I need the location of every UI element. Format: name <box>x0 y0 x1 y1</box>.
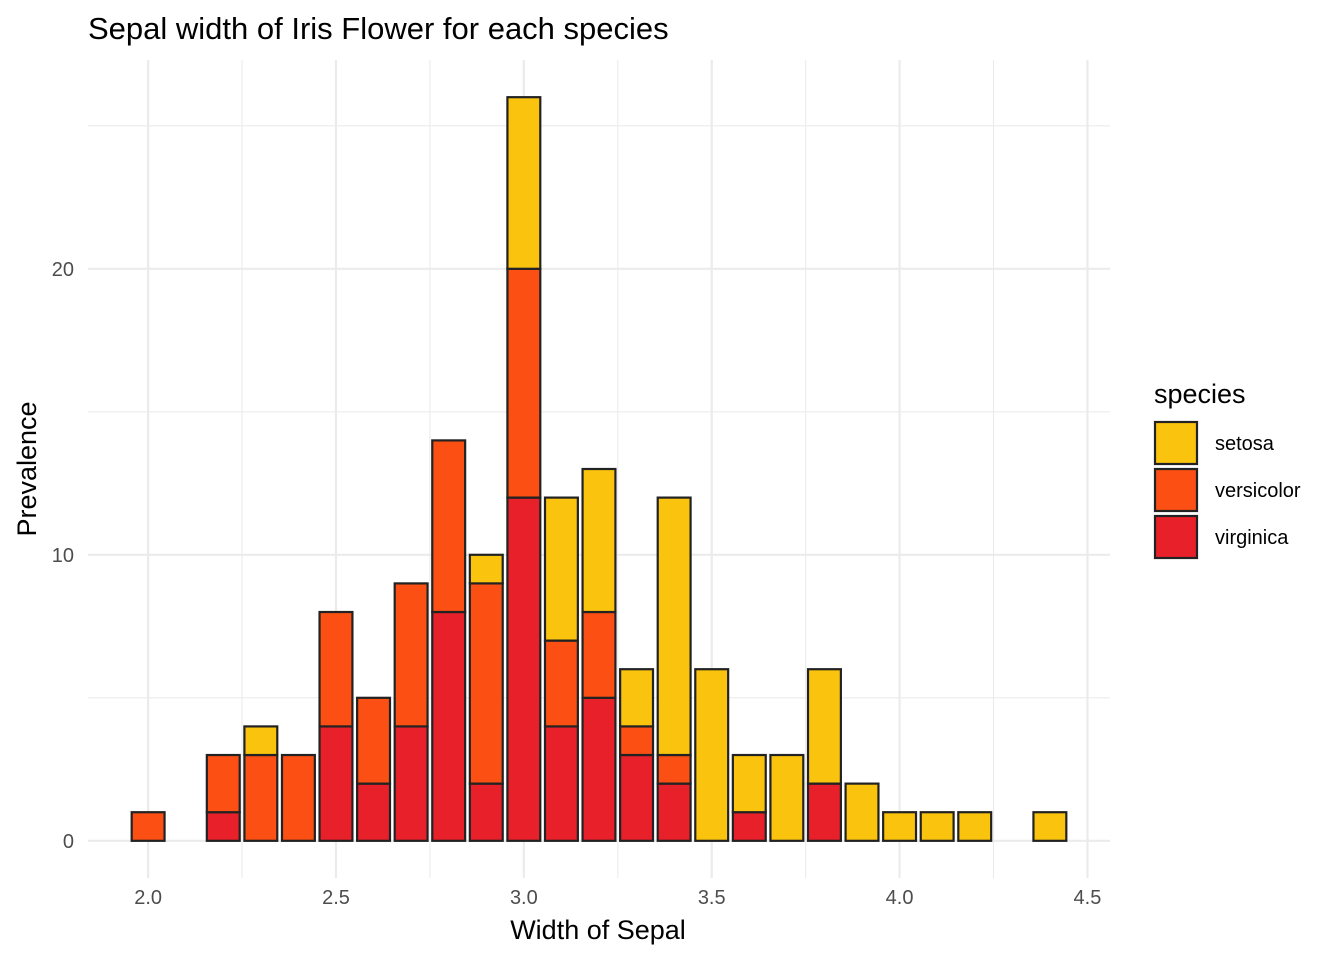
bar-versicolor <box>506 267 542 499</box>
y-tick-label: 20 <box>52 259 74 281</box>
bar-setosa <box>882 811 918 842</box>
legend-key-versicolor <box>1153 467 1199 513</box>
bar-versicolor <box>393 582 429 728</box>
bar-setosa <box>806 668 842 785</box>
legend-label-setosa: setosa <box>1215 433 1275 455</box>
bar-virginica <box>619 753 655 842</box>
bar-versicolor <box>130 811 166 842</box>
bar-setosa <box>581 467 617 614</box>
legend-title: species <box>1154 379 1246 409</box>
bar-versicolor <box>243 753 279 842</box>
legend: species setosa versicolor virginica <box>1153 379 1301 560</box>
bar-virginica <box>431 610 467 842</box>
bar-versicolor <box>656 753 692 785</box>
x-tick-label: 3.5 <box>698 887 726 909</box>
bar-versicolor <box>581 610 617 699</box>
bar-setosa <box>694 668 730 842</box>
bar-setosa <box>506 96 542 270</box>
y-tick-label: 10 <box>52 545 74 567</box>
bar-setosa <box>543 496 579 642</box>
x-tick-label: 2.0 <box>134 887 162 909</box>
bar-setosa <box>769 753 805 842</box>
bar-versicolor <box>356 696 392 785</box>
y-axis-tick-labels: 0 10 20 <box>52 259 74 853</box>
bar-virginica <box>205 811 241 842</box>
legend-key-virginica <box>1153 514 1199 560</box>
bar-virginica <box>731 811 767 842</box>
bar-virginica <box>356 782 392 842</box>
x-axis-title: Width of Sepal <box>510 915 686 945</box>
x-tick-label: 3.0 <box>510 887 538 909</box>
bar-setosa <box>844 782 880 842</box>
bar-setosa <box>1032 811 1068 842</box>
bar-virginica <box>806 782 842 842</box>
bar-virginica <box>543 725 579 842</box>
x-tick-label: 4.0 <box>886 887 914 909</box>
x-tick-label: 2.5 <box>322 887 350 909</box>
y-axis-title: Prevalence <box>12 401 42 536</box>
x-tick-label: 4.5 <box>1074 887 1102 909</box>
bar-setosa <box>243 725 279 757</box>
bars-layer <box>130 96 1068 842</box>
y-tick-label: 0 <box>63 831 74 853</box>
bar-virginica <box>656 782 692 842</box>
bar-setosa <box>656 496 692 757</box>
x-axis-tick-labels: 2.0 2.5 3.0 3.5 4.0 4.5 <box>134 887 1101 909</box>
bar-virginica <box>581 696 617 842</box>
bar-virginica <box>468 782 504 842</box>
bar-virginica <box>506 496 542 842</box>
bar-setosa <box>619 668 655 728</box>
chart-title: Sepal width of Iris Flower for each spec… <box>88 11 669 46</box>
legend-label-virginica: virginica <box>1215 527 1289 549</box>
bar-virginica <box>393 725 429 842</box>
bar-setosa <box>919 811 955 842</box>
legend-label-versicolor: versicolor <box>1215 480 1301 502</box>
bar-setosa <box>468 553 504 585</box>
bar-setosa <box>957 811 993 842</box>
minor-grid-x <box>241 60 995 878</box>
bar-virginica <box>318 725 354 842</box>
bar-versicolor <box>431 439 467 614</box>
bar-versicolor <box>318 610 354 728</box>
bar-setosa <box>731 753 767 814</box>
bar-versicolor <box>543 639 579 728</box>
bar-versicolor <box>468 582 504 785</box>
bar-versicolor <box>205 753 241 814</box>
bar-versicolor <box>619 725 655 757</box>
bar-versicolor <box>280 753 316 842</box>
legend-key-setosa <box>1153 420 1199 466</box>
